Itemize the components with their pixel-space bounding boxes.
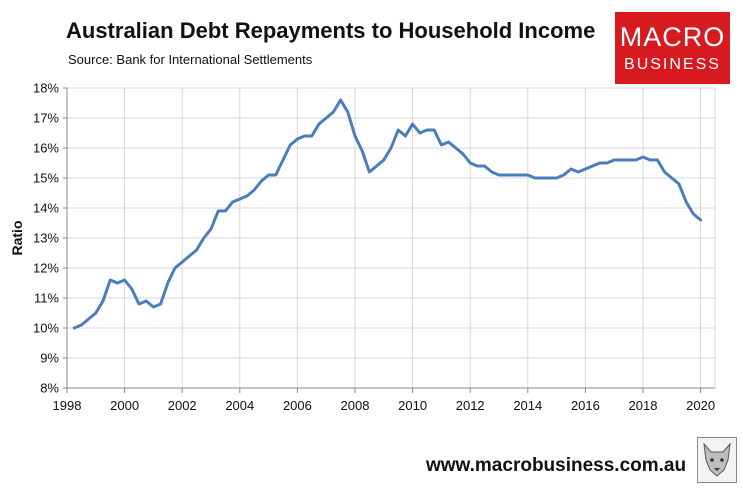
series-group (72, 98, 703, 330)
y-tick-label: 12% (33, 261, 59, 276)
wolf-icon (697, 437, 737, 483)
website-url: www.macrobusiness.com.au (426, 455, 687, 476)
y-tick-label: 18% (33, 81, 59, 96)
x-tick-label: 1998 (53, 398, 82, 413)
y-axis-ticks: 8% 9% 10% 11% 12% 13% 14% 15% 16% 17% 18% (33, 81, 67, 396)
logo-line-1: MACRO (619, 22, 726, 52)
y-tick-label: 10% (33, 321, 59, 336)
macrobusiness-logo: MACRO BUSINESS (615, 12, 730, 84)
y-axis-label: Ratio (9, 221, 25, 256)
series-line-ratio (72, 98, 703, 330)
chart-subtitle: Source: Bank for International Settlemen… (68, 52, 313, 67)
y-tick-label: 16% (33, 141, 59, 156)
y-tick-label: 9% (40, 351, 59, 366)
x-tick-label: 2004 (225, 398, 254, 413)
x-tick-label: 2002 (168, 398, 197, 413)
chart-title: Australian Debt Repayments to Household … (66, 18, 596, 43)
x-tick-label: 2012 (456, 398, 485, 413)
x-tick-label: 2018 (629, 398, 658, 413)
x-tick-label: 2016 (571, 398, 600, 413)
x-tick-label: 2000 (110, 398, 139, 413)
y-tick-label: 17% (33, 111, 59, 126)
x-tick-label: 2014 (513, 398, 542, 413)
x-tick-label: 2008 (341, 398, 370, 413)
x-tick-label: 2010 (398, 398, 427, 413)
grid-lines (66, 87, 716, 389)
y-tick-label: 14% (33, 201, 59, 216)
y-tick-label: 15% (33, 171, 59, 186)
y-tick-label: 13% (33, 231, 59, 246)
y-tick-label: 11% (34, 291, 59, 306)
x-tick-label: 2006 (283, 398, 312, 413)
x-tick-label: 2020 (686, 398, 715, 413)
x-axis-ticks: 1998 2000 2002 2004 2006 2008 2010 2012 2014 2016… (53, 388, 715, 413)
y-tick-label: 8% (40, 381, 59, 396)
logo-line-2: BUSINESS (624, 56, 721, 73)
